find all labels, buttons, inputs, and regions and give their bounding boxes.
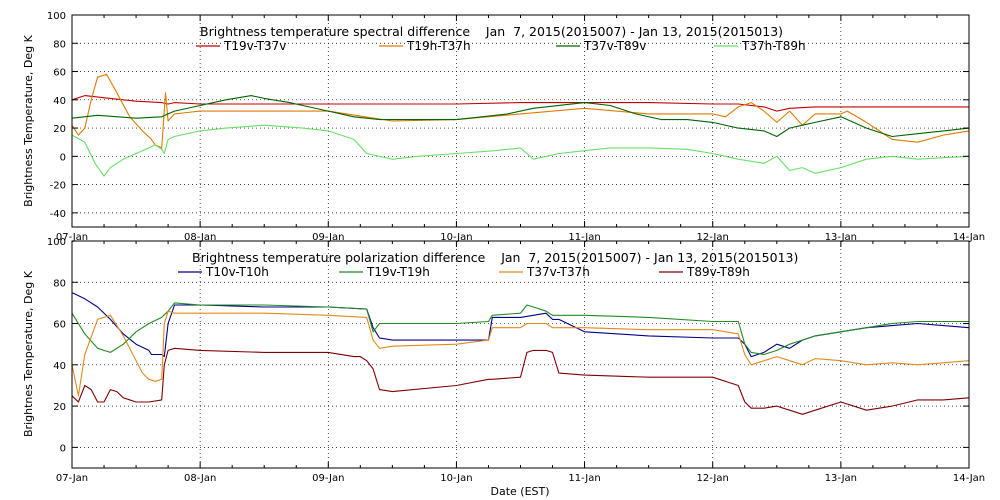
y-tick-label: 0 <box>60 443 66 454</box>
panel-polarization-ticks: 0 20 40 60 80 100 07-Jan 08-Jan 09-Jan 10-Jan 11-J… <box>47 237 985 484</box>
legend-label-t19v-t19h: T19v-T19h <box>366 265 430 279</box>
series-line-t19v-t37v <box>71 95 969 112</box>
x-tick-label: 12-Jan <box>697 232 729 243</box>
x-tick-label: 09-Jan <box>312 473 344 484</box>
x-tick-label: 11-Jan <box>568 473 600 484</box>
y-tick-label: 20 <box>53 402 66 413</box>
panel-polarization-series <box>71 292 970 415</box>
y-tick-label: 20 <box>53 124 66 135</box>
panel-spectral-grid <box>72 15 969 227</box>
y-tick-label: 40 <box>53 96 66 107</box>
panel-polarization-legend: T10v-T10h T19v-T19h T37v-T37h T89v-T89h <box>178 265 750 279</box>
legend-label-t10v-t10h: T10v-T10h <box>205 265 269 279</box>
legend-label-t37v-t37h: T37v-T37h <box>526 265 590 279</box>
y-tick-label: -40 <box>50 209 66 220</box>
series-line-t19v-t19h <box>71 302 969 356</box>
x-axis-title: Date (EST) <box>490 485 549 498</box>
x-tick-label: 13-Jan <box>825 232 857 243</box>
x-tick-label: 14-Jan <box>953 473 985 484</box>
panel-spectral-ylabel: Brightness Temperature, Deg K <box>22 34 35 206</box>
x-tick-label: 10-Jan <box>440 473 472 484</box>
x-tick-label: 08-Jan <box>184 473 216 484</box>
series-line-t37v-t89v <box>71 95 970 138</box>
y-tick-label: 80 <box>53 39 66 50</box>
y-tick-label: 40 <box>53 361 66 372</box>
legend-label-t37h-t89h: T37h-T89h <box>741 39 806 53</box>
series-line-t19h-t37h <box>71 73 970 149</box>
x-tick-label: 09-Jan <box>312 232 344 243</box>
x-tick-label: 07-Jan <box>56 232 88 243</box>
y-tick-label: -20 <box>50 181 66 192</box>
x-tick-label: 08-Jan <box>184 232 216 243</box>
panel-polarization-grid <box>72 241 969 468</box>
legend-label-t19v-t37v: T19v-T37v <box>223 39 286 53</box>
panel-polarization-ylabel: Brightnes Temperature, Deg K <box>22 270 35 437</box>
x-tick-label: 11-Jan <box>568 232 600 243</box>
panel-polarization-title: Brightness temperature polarization diff… <box>192 250 798 265</box>
y-tick-label: 0 <box>60 152 66 163</box>
panel-spectral: -40 -20 0 20 40 60 80 100 07-Jan 08-Jan 09-Jan 10-J… <box>22 11 985 243</box>
series-line-t89v-t89h <box>71 347 970 415</box>
y-tick-label: 80 <box>53 278 66 289</box>
x-tick-label: 07-Jan <box>56 473 88 484</box>
y-tick-label: 100 <box>47 11 66 22</box>
x-tick-label: 14-Jan <box>953 232 985 243</box>
legend-label-t89v-t89h: T89v-T89h <box>686 265 750 279</box>
panel-spectral-series <box>71 73 970 177</box>
panel-spectral-legend: T19v-T37v T19h-T37h T37v-T89v T37h-T89h <box>196 39 806 53</box>
series-line-t37v-t37h <box>71 310 970 397</box>
y-tick-label: 60 <box>53 68 66 79</box>
legend-label-t19h-t37h: T19h-T37h <box>406 39 471 53</box>
panel-spectral-title: Brightness temperature spectral differen… <box>200 24 783 39</box>
x-tick-label: 10-Jan <box>440 232 472 243</box>
y-tick-label: 100 <box>47 237 66 248</box>
panel-spectral-ticks: -40 -20 0 20 40 60 80 100 07-Jan 08-Jan 09-Jan 10-J… <box>47 11 985 243</box>
y-tick-label: 60 <box>53 320 66 331</box>
panel-polarization: 0 20 40 60 80 100 07-Jan 08-Jan 09-Jan 10-Jan 11-J… <box>22 237 985 498</box>
x-tick-label: 13-Jan <box>825 473 857 484</box>
series-line-t37h-t89h <box>71 124 970 177</box>
x-tick-label: 12-Jan <box>697 473 729 484</box>
legend-label-t37v-t89v: T37v-T89v <box>583 39 646 53</box>
